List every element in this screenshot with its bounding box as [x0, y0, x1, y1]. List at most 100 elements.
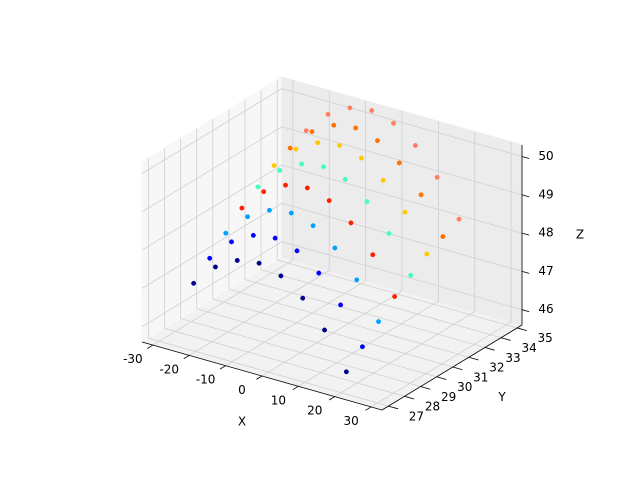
point	[309, 129, 315, 135]
point	[212, 264, 218, 270]
tick-mark	[292, 385, 299, 391]
grid-line	[141, 126, 283, 213]
z-tick-label: 50	[538, 149, 553, 163]
point	[370, 252, 376, 258]
grid-line	[260, 269, 502, 339]
point	[223, 230, 229, 236]
tick-mark	[521, 270, 530, 274]
grid-line	[164, 327, 405, 397]
tick-mark	[328, 396, 335, 401]
point	[207, 255, 213, 261]
y-tick-label: 31	[473, 370, 488, 384]
point	[287, 145, 293, 151]
point	[299, 161, 305, 167]
grid-line	[141, 203, 283, 289]
tick-mark	[219, 365, 226, 370]
point	[408, 272, 414, 278]
point	[347, 105, 353, 111]
point	[234, 258, 240, 263]
point	[303, 128, 309, 134]
point	[392, 294, 398, 299]
tick-mark	[521, 194, 530, 198]
tick-mark	[388, 405, 399, 410]
x-tick-label: -20	[159, 362, 179, 376]
grid-line	[141, 88, 283, 174]
point	[331, 122, 337, 128]
tick-mark	[521, 156, 530, 159]
tick-mark	[500, 337, 511, 341]
grid-line	[244, 279, 486, 348]
point	[325, 111, 331, 117]
point	[245, 214, 251, 220]
point	[396, 160, 402, 166]
point	[300, 295, 306, 301]
point	[374, 138, 380, 144]
y-tick-label: 30	[457, 380, 472, 394]
point	[434, 174, 440, 180]
tick-mark	[147, 344, 154, 349]
grid-line	[180, 318, 421, 387]
point	[456, 216, 462, 222]
grid-line	[152, 259, 294, 346]
point	[316, 270, 322, 276]
tick-mark	[420, 386, 431, 390]
z-tick-label: 49	[538, 187, 553, 201]
x-tick-label: 30	[343, 414, 358, 428]
point	[343, 369, 349, 375]
point	[348, 220, 354, 226]
tick-mark	[365, 406, 372, 411]
tick-mark	[468, 356, 479, 361]
point	[272, 235, 278, 241]
x-tick-label: 20	[307, 404, 322, 418]
point	[369, 108, 375, 113]
grid-line	[189, 270, 330, 356]
point	[304, 185, 310, 191]
tick-mark	[521, 309, 530, 313]
grid-line	[212, 298, 453, 368]
grid-line	[334, 311, 475, 397]
grid-line	[148, 337, 389, 407]
point	[332, 245, 338, 251]
point	[283, 182, 288, 188]
axis-line	[141, 341, 383, 411]
y-axis-label: Y	[497, 390, 506, 404]
z-tick-label: 47	[538, 264, 553, 278]
x-tick-label: -30	[123, 352, 143, 366]
tick-mark	[183, 355, 190, 360]
point	[191, 280, 197, 286]
tick-mark	[521, 232, 530, 236]
grid-line	[370, 321, 512, 408]
point	[418, 192, 424, 198]
grid-line	[141, 164, 283, 251]
point	[310, 223, 316, 229]
tick-mark	[404, 395, 415, 400]
point	[354, 277, 360, 283]
point	[380, 177, 386, 183]
point	[402, 209, 408, 215]
grid-line	[261, 290, 403, 377]
point	[229, 239, 234, 245]
x-axis-label: X	[238, 415, 246, 429]
grid-line	[281, 241, 523, 311]
y-tick-label: 28	[425, 400, 440, 414]
point	[337, 142, 342, 148]
y-tick-label: 35	[538, 331, 553, 345]
point	[271, 163, 277, 168]
z-axis-label: Z	[576, 228, 584, 242]
point	[353, 125, 359, 131]
x-tick-label: -10	[196, 373, 216, 387]
point	[315, 140, 321, 146]
tick-mark	[517, 327, 527, 332]
point	[412, 143, 418, 148]
axis-line	[381, 324, 523, 411]
point	[277, 167, 283, 173]
x-tick-label: 10	[271, 393, 286, 407]
grid-line	[141, 241, 283, 328]
point	[256, 260, 262, 266]
grid-line	[228, 288, 470, 358]
x-tick-label: 0	[238, 383, 246, 397]
grid-line	[281, 202, 523, 272]
point	[322, 327, 327, 333]
y-tick-label: 27	[409, 409, 424, 423]
